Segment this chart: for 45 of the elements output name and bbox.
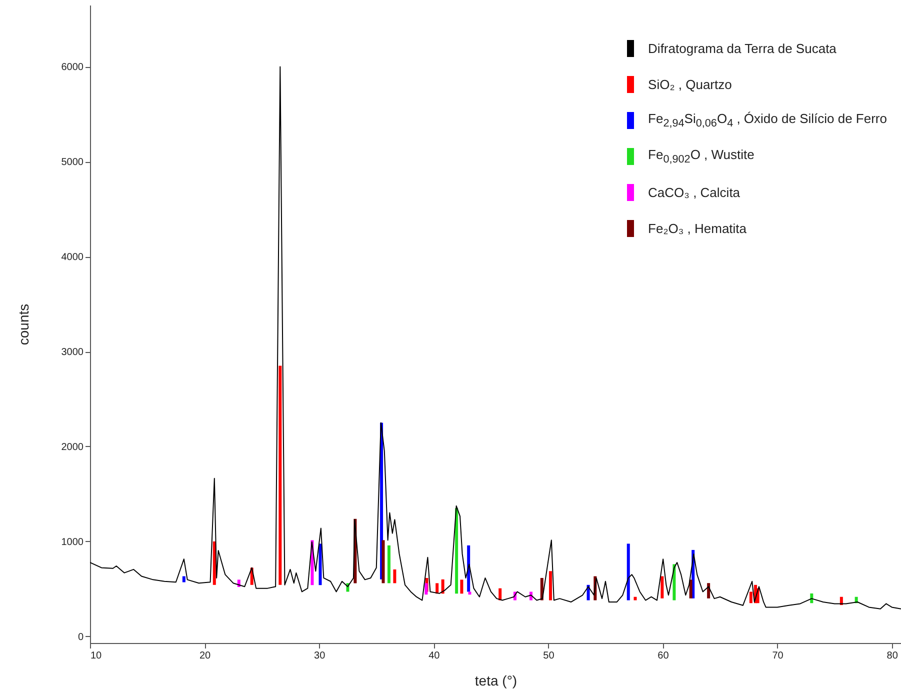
bar: [441, 579, 444, 594]
x-tick-label: 70: [772, 650, 784, 662]
bar: [436, 583, 439, 594]
bar: [393, 569, 396, 584]
bar: [460, 580, 464, 594]
x-tick-label: 20: [199, 650, 212, 662]
bar: [455, 508, 458, 594]
y-tick-label: 5000: [61, 157, 84, 168]
x-tick-label: 30: [314, 650, 326, 662]
bar: [212, 541, 216, 585]
x-tick-label: 80: [886, 650, 898, 662]
bar: [548, 571, 552, 600]
legend-label: Fe$_{2,94}$Si$_{0,06}$O$_{4}$ , Óxido de Silício de Ferro: [648, 110, 887, 130]
bar: [634, 596, 637, 600]
y-tick-label: 6000: [61, 62, 84, 74]
bar: [467, 545, 470, 592]
line-series: [90, 66, 901, 610]
x-axis-title: teta (°): [474, 672, 518, 688]
y-tick-label: 2000: [61, 442, 84, 453]
x-tick-label: 60: [658, 650, 670, 662]
legend-label: Difratograma da Terra de Sucata: [648, 40, 836, 56]
bar: [672, 564, 676, 600]
bar: [424, 583, 428, 595]
bar: [382, 540, 385, 584]
legend-label: Fe₂O₃ , Hematita: [648, 220, 747, 236]
bar: [387, 545, 390, 584]
y-axis-title: counts: [15, 304, 32, 346]
bar: [689, 580, 692, 598]
y-tick-label: 1000: [61, 536, 84, 548]
bar: [468, 592, 472, 595]
x-tick-label: 50: [543, 650, 555, 662]
bar: [660, 576, 664, 598]
legend-label: SiO₂ , Quartzo: [648, 76, 732, 92]
y-tick-label: 3000: [61, 347, 84, 358]
bar: [498, 588, 502, 600]
y-tick-label: 4000: [61, 252, 84, 264]
bar: [278, 366, 282, 585]
legend-label: CaCO₃ , Calcita: [648, 184, 740, 200]
x-tick-label: 10: [90, 650, 102, 662]
legend-label: Fe$_{0,902}$O , Wustite: [648, 146, 754, 166]
x-tick-label: 40: [428, 650, 440, 662]
bar: [626, 544, 630, 600]
bar: [182, 576, 186, 582]
bar: [318, 544, 322, 586]
y-tick-label: 0: [78, 632, 84, 643]
